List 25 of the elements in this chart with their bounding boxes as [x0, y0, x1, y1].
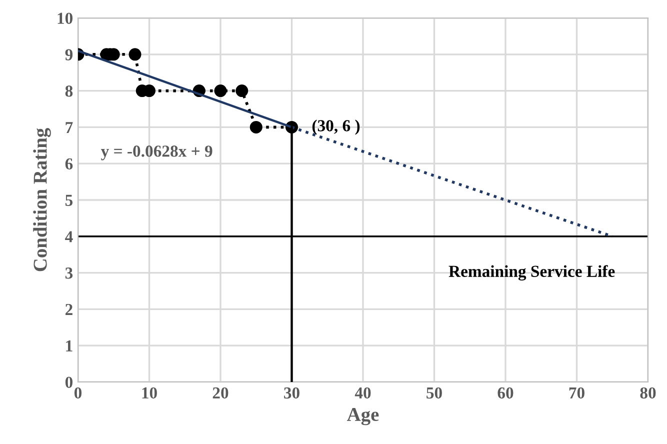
y-tick-label: 5: [65, 194, 73, 206]
y-tick-label: 8: [65, 86, 73, 97]
x-tick-label: 10: [142, 387, 157, 399]
y-tick-label: 4: [65, 231, 73, 242]
x-tick-label: 50: [426, 387, 442, 399]
x-tick-label: 0: [74, 387, 82, 399]
y-tick-label: 9: [65, 49, 73, 60]
annotation: (30, 6 ): [312, 120, 360, 135]
annotation: Remaining Service Life: [448, 265, 615, 281]
annotation: y = -0.0628x + 9: [100, 146, 212, 160]
y-tick-label: 3: [65, 268, 73, 279]
y-axis-title: Condition Rating: [33, 128, 51, 272]
x-tick-label: 30: [284, 387, 300, 399]
x-tick-label: 70: [569, 387, 584, 399]
x-tick-label: 40: [354, 387, 371, 399]
x-tick-label: 80: [640, 387, 656, 399]
y-tick-label: 10: [58, 12, 73, 24]
x-tick-label: 20: [212, 387, 228, 399]
y-tick-label: 1: [66, 340, 72, 352]
y-tick-label: 6: [65, 158, 73, 170]
y-tick-label: 2: [66, 304, 72, 315]
y-tick-label: 7: [66, 122, 73, 133]
x-tick-label: 60: [498, 387, 514, 399]
y-tick-label: 0: [65, 376, 73, 388]
x-axis-title: Age: [346, 408, 379, 426]
